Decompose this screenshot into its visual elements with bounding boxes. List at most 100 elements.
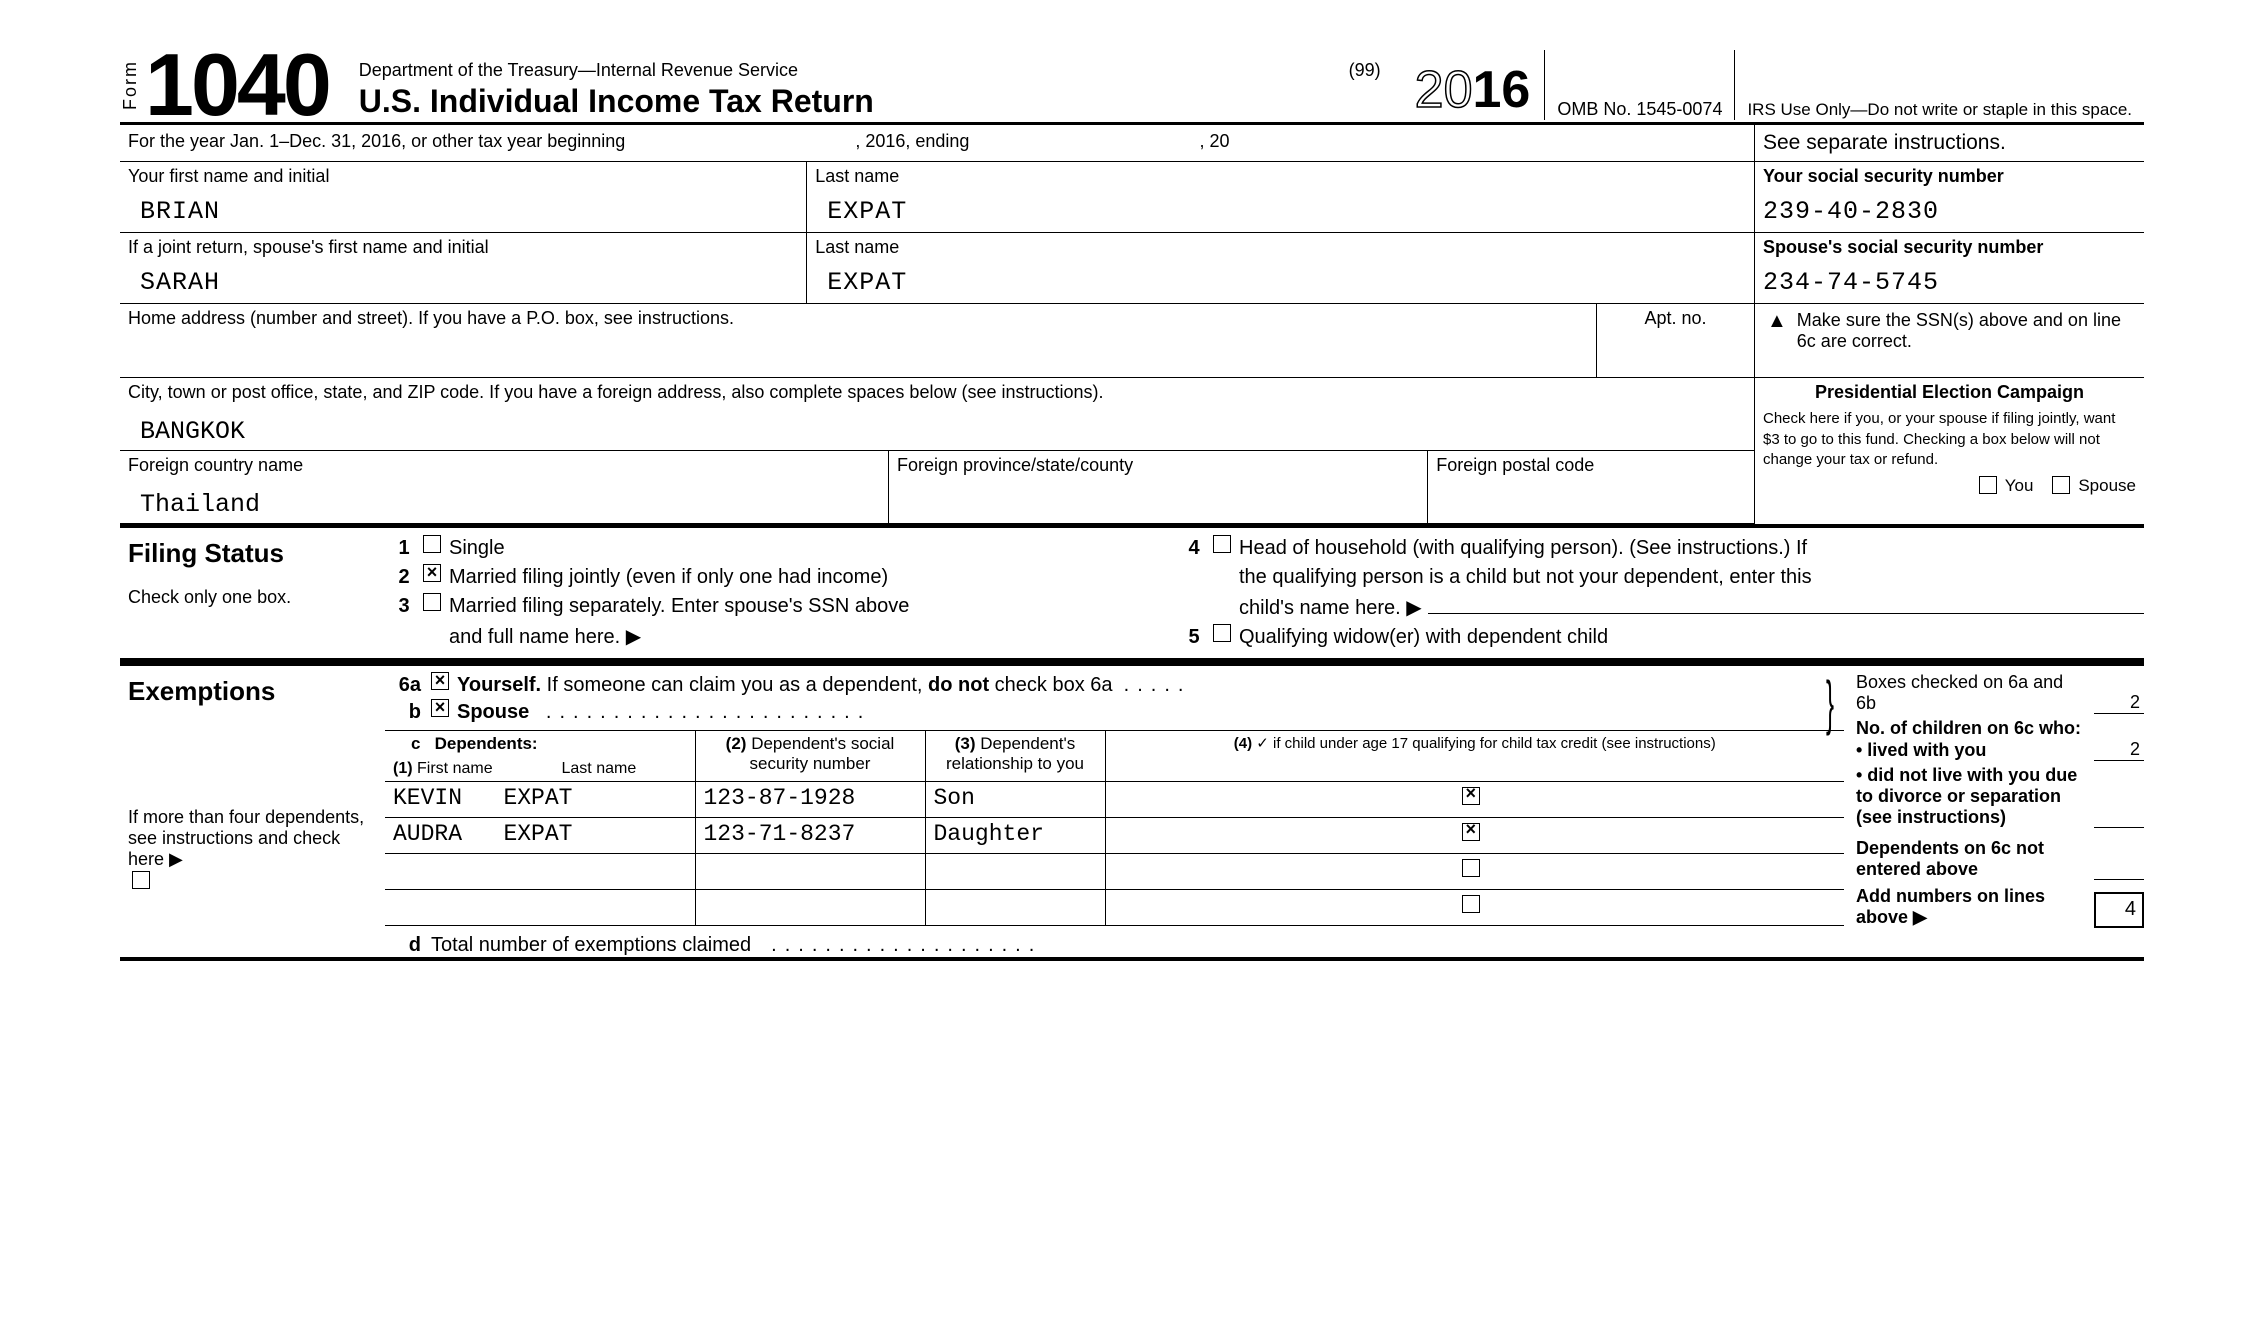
foreign-country-label: Foreign country name	[128, 455, 880, 476]
exemptions-section: Exemptions If more than four dependents,…	[120, 662, 2144, 961]
tax-year-row: For the year Jan. 1–Dec. 31, 2016, or ot…	[120, 125, 2144, 162]
first-name-value[interactable]: BRIAN	[128, 197, 798, 226]
see-instructions: See separate instructions.	[1754, 125, 2144, 161]
ex-r2-label: No. of children on 6c who:	[1856, 718, 2144, 739]
ex-r4-value[interactable]	[2094, 858, 2144, 880]
spouse-last-label: Last name	[815, 237, 1746, 258]
dep-col1b: Last name	[562, 760, 637, 777]
fs-1-checkbox[interactable]	[423, 535, 441, 553]
ex-6b-text: Spouse ........................	[457, 701, 871, 724]
code-99: (99)	[1349, 60, 1381, 81]
dep2-ssn[interactable]: 123-71-8237	[695, 818, 925, 854]
pec-header: Presidential Election Campaign	[1763, 382, 2136, 403]
ex-6a-checkbox[interactable]: ×	[431, 672, 449, 690]
ex-r2a-label: • lived with you	[1856, 740, 1986, 761]
spouse-last-value[interactable]: EXPAT	[815, 268, 1746, 297]
form-number: 1040	[145, 50, 329, 120]
fs-opt3a: Married filing separately. Enter spouse'…	[449, 595, 909, 618]
exemptions-summary: Boxes checked on 6a and 6b 2 No. of child…	[1844, 666, 2144, 957]
dep-header-c: Dependents:	[435, 734, 538, 753]
more-dependents-checkbox[interactable]	[132, 871, 150, 889]
dep2-rel[interactable]: Daughter	[925, 818, 1105, 854]
fs-opt4a: Head of household (with qualifying perso…	[1239, 537, 1807, 560]
fs-opt4b: the qualifying person is a child but not…	[1239, 566, 1812, 589]
fs-opt2: Married filing jointly (even if only one…	[449, 566, 888, 589]
pec-you-checkbox[interactable]	[1979, 476, 1997, 494]
ex-line-d: Total number of exemptions claimed	[431, 934, 751, 957]
fs-2-checkbox[interactable]: ×	[423, 564, 441, 582]
pec-spouse-checkbox[interactable]	[2052, 476, 2070, 494]
brace-icon: }	[1826, 688, 1834, 718]
ssn-warning-text: Make sure the SSN(s) above and on line 6…	[1797, 310, 2132, 352]
dep-row-4	[385, 890, 1844, 926]
foreign-country-value[interactable]: Thailand	[128, 490, 880, 519]
form-label: Form	[120, 60, 141, 110]
fs-opt4c: child's name here. ▶	[1239, 595, 1422, 620]
pec-block: Presidential Election Campaign Check her…	[1755, 378, 2144, 500]
pec-body: Check here if you, or your spouse if fil…	[1763, 409, 2136, 470]
ex-r5-value[interactable]: 4	[2094, 892, 2144, 928]
dep-col1a: First name	[417, 760, 493, 777]
tax-year-text-1: For the year Jan. 1–Dec. 31, 2016, or ot…	[128, 131, 625, 151]
filing-status-title: Filing Status	[128, 538, 377, 569]
form-1040: Form 1040 Department of the Treasury—Int…	[120, 50, 2144, 961]
dep2-last[interactable]: EXPAT	[503, 821, 572, 847]
fs-opt5: Qualifying widow(er) with dependent chil…	[1239, 626, 1608, 649]
city-value[interactable]: BANGKOK	[128, 417, 1746, 446]
dep1-rel[interactable]: Son	[925, 782, 1105, 818]
pec-spouse-label: Spouse	[2078, 476, 2136, 495]
ex-r2-value[interactable]: 2	[2094, 739, 2144, 761]
dep4-ctc-checkbox[interactable]	[1462, 895, 1480, 913]
dep1-last[interactable]: EXPAT	[503, 785, 572, 811]
ex-r1-label: Boxes checked on 6a and 6b	[1856, 672, 2086, 714]
tax-year-text-3: , 20	[1199, 131, 1229, 151]
fs-opt1: Single	[449, 537, 505, 560]
fs-3-checkbox[interactable]	[423, 593, 441, 611]
dep-col2: Dependent's social security number	[750, 734, 895, 773]
tax-year-text-2: , 2016, ending	[855, 131, 969, 151]
dependents-table: c Dependents: (1) First name Last name (…	[385, 730, 1844, 926]
omb-number: OMB No. 1545-0074	[1544, 50, 1734, 120]
last-name-label: Last name	[815, 166, 1746, 187]
ex-6b-checkbox[interactable]: ×	[431, 699, 449, 717]
pec-you-label: You	[2005, 476, 2034, 495]
spouse-first-value[interactable]: SARAH	[128, 268, 798, 297]
form-header: Form 1040 Department of the Treasury—Int…	[120, 50, 2144, 125]
ex-r4-label: Dependents on 6c not entered above	[1856, 838, 2086, 880]
dep1-ssn[interactable]: 123-87-1928	[695, 782, 925, 818]
department-line: Department of the Treasury—Internal Reve…	[359, 60, 798, 81]
ex-r5-label: Add numbers on lines above ▶	[1856, 886, 2086, 928]
filing-status-section: Filing Status Check only one box. 1Singl…	[120, 524, 2144, 662]
dep-col4: ✓ if child under age 17 qualifying for c…	[1256, 735, 1715, 752]
year-bold: 16	[1473, 60, 1531, 120]
tax-year: 2016	[1415, 60, 1531, 120]
dep-row-1: KEVIN EXPAT 123-87-1928 Son ×	[385, 782, 1844, 818]
filing-status-subtitle: Check only one box.	[128, 587, 377, 608]
foreign-province-label: Foreign province/state/county	[897, 455, 1419, 476]
dep-row-2: AUDRA EXPAT 123-71-8237 Daughter ×	[385, 818, 1844, 854]
apt-no-label: Apt. no.	[1596, 304, 1754, 377]
first-name-label: Your first name and initial	[128, 166, 798, 187]
ssn-label: Your social security number	[1763, 166, 2136, 187]
spouse-ssn-value[interactable]: 234-74-5745	[1763, 268, 2136, 297]
fs-4-checkbox[interactable]	[1213, 535, 1231, 553]
fs-5-checkbox[interactable]	[1213, 624, 1231, 642]
ex-r3-label: • did not live with you due to divorce o…	[1856, 765, 2086, 828]
home-address-label: Home address (number and street). If you…	[120, 304, 1596, 377]
fs-opt3b: and full name here. ▶	[449, 624, 641, 649]
ex-r1-value[interactable]: 2	[2094, 692, 2144, 714]
dep2-first[interactable]: AUDRA	[393, 821, 462, 847]
spouse-first-label: If a joint return, spouse's first name a…	[128, 237, 798, 258]
year-outline: 20	[1415, 60, 1473, 120]
dep1-first[interactable]: KEVIN	[393, 785, 462, 811]
ssn-value[interactable]: 239-40-2830	[1763, 197, 2136, 226]
ex-6a-text: Yourself. If someone can claim you as a …	[457, 674, 1191, 697]
dep-row-3	[385, 854, 1844, 890]
last-name-value[interactable]: EXPAT	[815, 197, 1746, 226]
ex-r3-value[interactable]	[2094, 806, 2144, 828]
dep2-ctc-checkbox[interactable]: ×	[1462, 823, 1480, 841]
dep3-ctc-checkbox[interactable]	[1462, 859, 1480, 877]
spouse-ssn-label: Spouse's social security number	[1763, 237, 2136, 258]
dep1-ctc-checkbox[interactable]: ×	[1462, 787, 1480, 805]
irs-use-only: IRS Use Only—Do not write or staple in t…	[1734, 50, 2144, 120]
